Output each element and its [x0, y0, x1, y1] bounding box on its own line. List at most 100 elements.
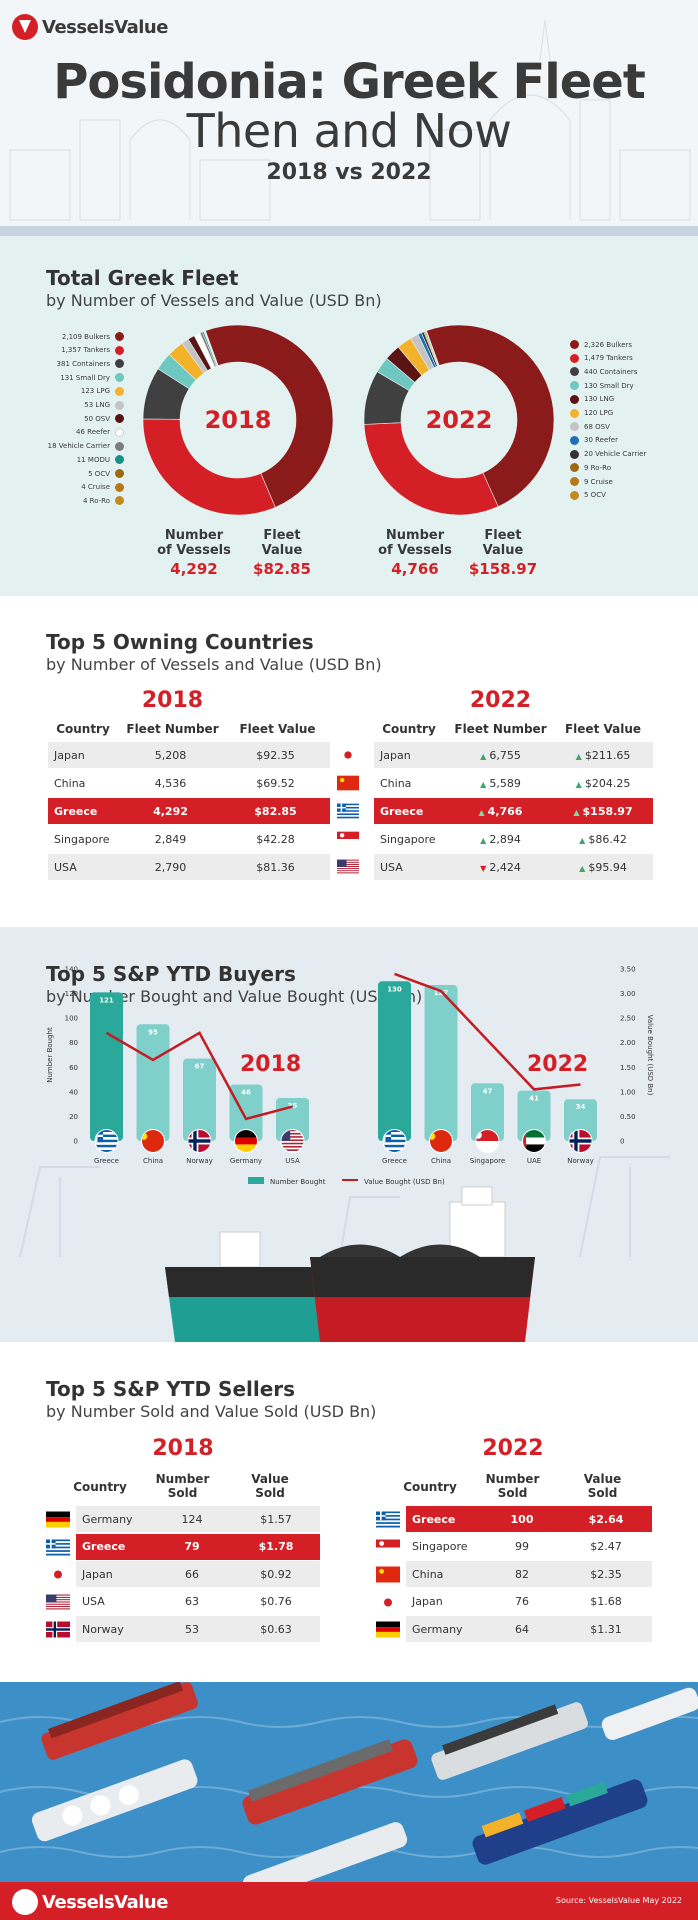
- value-bought-line: [394, 972, 581, 1091]
- donut-slice-tankers: [142, 418, 276, 516]
- bar-singapore: [471, 1083, 504, 1141]
- owning-cell-value: ▲ $86.42: [553, 833, 653, 846]
- legend-item: 50 OSV: [84, 414, 124, 424]
- donut-year-2022: 2022: [425, 406, 493, 434]
- legend-item: 9 Cruise: [570, 477, 613, 486]
- buyers-legend: Number Bought Value Bought (USD Bn): [248, 1177, 445, 1186]
- fleet-value-2018: $82.85: [253, 560, 311, 578]
- buyers-year-2018: 2018: [240, 1052, 302, 1077]
- legend-item: 130 LNG: [570, 394, 614, 404]
- flag-image: [569, 1130, 592, 1152]
- seller-flag: [46, 1511, 70, 1528]
- legend-label: 1,357 Tankers: [61, 346, 110, 355]
- buyers-chart: 0 20 40 60 80 100 120 140 Number Bought 121 Greece…: [46, 966, 654, 1187]
- legend-label: 5 OCV: [88, 469, 110, 478]
- legend-item: 130 Small Dry: [570, 381, 634, 391]
- seller-cell-number: 53: [185, 1622, 199, 1636]
- legend-label: 53 LNG: [84, 401, 110, 409]
- greece-flag-icon: [382, 1129, 407, 1153]
- y2-tick-label: 2.50: [620, 1015, 636, 1023]
- legend-swatch: [570, 367, 579, 377]
- greece-flag-icon: [337, 803, 359, 819]
- buyers-section: Top 5 S&P YTD Buyers by Number Bought an…: [0, 927, 698, 1342]
- owning-row-2018: USA 2,790 $81.36: [48, 854, 330, 880]
- value-label-2018: Fleet Value: [261, 528, 303, 558]
- legend-label: 1,479 Tankers: [584, 354, 633, 363]
- ship-right: [310, 1186, 535, 1342]
- bar-uae: [517, 1090, 551, 1141]
- ship-left: [165, 1231, 330, 1342]
- owning-cell-number: 2,790: [154, 860, 187, 874]
- owning-cell-country: China: [54, 776, 86, 790]
- category-label: USA: [285, 1157, 300, 1165]
- seller-cell-country: Japan: [412, 1595, 443, 1608]
- owning-value-text: 6,755: [489, 748, 521, 762]
- brand-logo[interactable]: VesselsValue: [12, 14, 168, 40]
- owning-row-2022: Singapore ▲ 2,894 ▲ $86.42: [374, 826, 653, 852]
- usa-flag-icon: [280, 1129, 305, 1153]
- singapore-flag-icon: [376, 1539, 400, 1555]
- china-flag-icon: [337, 775, 359, 791]
- bar-greece: [90, 992, 123, 1141]
- y2-tick-label: 3.00: [620, 990, 636, 998]
- seller-flag: [376, 1539, 400, 1555]
- greece-flag-icon: [46, 1539, 70, 1555]
- seller-cell-number: 79: [184, 1540, 200, 1553]
- owning-cell-number: 5,208: [154, 748, 187, 762]
- japan-flag-icon: [376, 1594, 400, 1610]
- owning-cell-country: Japan: [380, 748, 411, 762]
- seller-flag: [376, 1511, 400, 1528]
- seller-cell-country: Greece: [82, 1540, 126, 1553]
- owning-row-2018: Japan 5,208 $92.35: [48, 742, 330, 768]
- owning-flag: [337, 775, 359, 791]
- buyers-chart-2018: 0 20 40 60 80 100 120 140 Number Bought 121 Greece…: [46, 966, 309, 1165]
- legend-swatch: [115, 373, 124, 383]
- legend-item: 1,357 Tankers: [61, 345, 124, 355]
- owning-cell-country: USA: [54, 860, 77, 874]
- germany-flag-icon: [46, 1511, 70, 1528]
- seller-cell-value: $1.31: [590, 1622, 622, 1636]
- owning-head-number-2022: Fleet Number: [454, 722, 547, 736]
- owning-cell-value: $81.36: [256, 860, 295, 874]
- seller-cell-value: $1.78: [258, 1540, 294, 1553]
- footer-logo[interactable]: VesselsValue: [12, 1889, 168, 1915]
- bar-value-label: 121: [99, 996, 114, 1004]
- legend-line-label: Value Bought (USD Bn): [364, 1178, 445, 1186]
- legend-swatch: [570, 408, 579, 418]
- bar-china: [424, 984, 458, 1141]
- bar-value-label: 35: [288, 1102, 298, 1110]
- city-skyline-illustration: [0, 19, 698, 236]
- sellers-head-value-2022: Value Sold: [583, 1472, 622, 1500]
- trend-up-icon: ▲: [575, 751, 582, 761]
- owning-flag: [337, 859, 359, 875]
- legend-swatch: [115, 386, 124, 396]
- owning-cell-number: 4,536: [154, 776, 187, 790]
- brand-name: VesselsValue: [42, 16, 168, 38]
- seller-flag: [46, 1566, 70, 1583]
- seller-flag: [376, 1566, 400, 1583]
- owning-cell-value: $82.85: [254, 804, 297, 818]
- y2-axis-label: Value Bought (USD Bn): [646, 1015, 654, 1096]
- norway-flag-icon: [187, 1129, 212, 1153]
- flag-image: [188, 1130, 211, 1152]
- owning-value-text: $158.97: [582, 804, 633, 818]
- legend-swatch: [115, 455, 124, 465]
- seller-row-2018: Germany 124 $1.57: [76, 1506, 320, 1532]
- legend-swatch: [115, 496, 124, 506]
- legend-label: 18 Vehicle Carrier: [47, 442, 110, 451]
- category-label: Germany: [230, 1157, 262, 1165]
- y2-tick-label: 1.50: [620, 1064, 636, 1072]
- seller-cell-value: $0.63: [260, 1622, 292, 1636]
- vessels-label-2018: Number of Vessels: [157, 528, 231, 558]
- ships-illustration: [0, 1682, 698, 1882]
- footer-brand-name: VesselsValue: [42, 1891, 168, 1913]
- china-flag-icon: [429, 1129, 453, 1153]
- seller-cell-value: $0.76: [260, 1595, 292, 1608]
- legend-label: 9 Cruise: [584, 477, 613, 486]
- legend-swatch: [115, 332, 124, 341]
- seller-cell-number: 99: [515, 1540, 529, 1553]
- owning-cell-country: China: [380, 776, 412, 790]
- owning-cell-country: Greece: [54, 804, 98, 818]
- category-label: Norway: [186, 1157, 213, 1165]
- sellers-head-number-2022: Number Sold: [485, 1472, 540, 1500]
